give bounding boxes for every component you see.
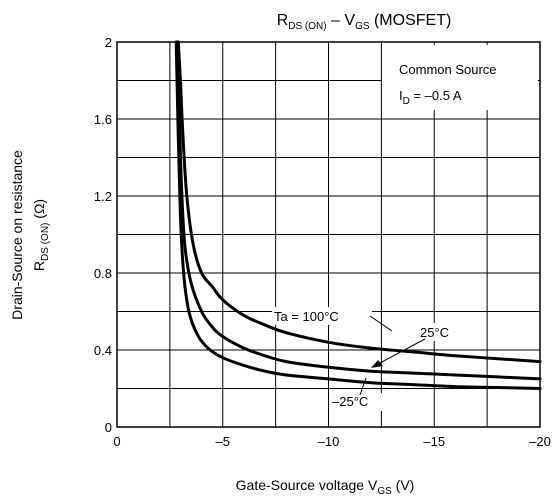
conditions-box (382, 45, 538, 110)
x-tick-label: –15 (423, 434, 445, 449)
label-bg-25c (418, 323, 466, 341)
y-tick-label: 1.6 (94, 112, 112, 127)
y-tick-label: 2 (105, 35, 112, 50)
y-tick-label: 0.4 (94, 343, 112, 358)
x-tick-label: –20 (529, 434, 551, 449)
series-line-minus25c (174, 40, 542, 390)
leader-line-minus25c (359, 377, 367, 396)
x-axis-label: Gate-Source voltage VGS (V) (236, 477, 415, 497)
series-label-100c: Ta = 100°C (274, 309, 339, 324)
x-tick-label: –10 (318, 434, 340, 449)
label-bg-100c (272, 307, 372, 325)
leader-arrowhead-25c (371, 360, 383, 368)
y-tick-labels: 0 0.4 0.8 1.2 1.6 2 (94, 35, 112, 435)
y-tick-label: 0.8 (94, 266, 112, 281)
x-tick-label: 0 (113, 434, 120, 449)
plot-area-border (116, 41, 541, 428)
series-lines (174, 40, 542, 390)
series-label-25c: 25°C (420, 325, 449, 340)
chart-title: RDS (ON) – VGS (MOSFET) (277, 12, 452, 32)
leader-line-100c (369, 315, 393, 332)
x-tick-label: –5 (216, 434, 230, 449)
label-leaders (359, 315, 426, 396)
y-tick-label: 1.2 (94, 189, 112, 204)
y-axis-label-line2: RDS (ON) (Ω) (31, 199, 51, 271)
conditions-line2: ID = –0.5 A (399, 88, 462, 107)
series-line-25c (175, 40, 542, 381)
series-line-100c (176, 40, 542, 364)
conditions-line1: Common Source (399, 62, 497, 77)
y-tick-label: 0 (105, 420, 112, 435)
plot-frame (116, 41, 541, 428)
leader-line-25c (377, 338, 426, 365)
x-tick-labels: 0 –5 –10 –15 –20 (113, 434, 550, 449)
label-bg-m25c (330, 393, 382, 411)
series-label-minus25c: –25°C (332, 394, 368, 409)
y-axis-label-line1: Drain-Source on resistance (9, 150, 25, 320)
